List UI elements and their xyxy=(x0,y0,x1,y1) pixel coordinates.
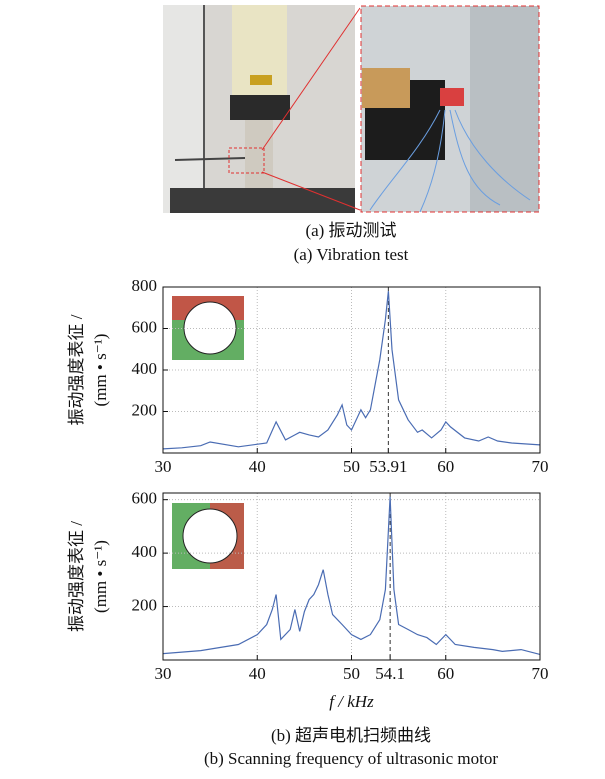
caption: (b) 超声电机扫频曲线 xyxy=(271,726,431,745)
y-tick-label: 200 xyxy=(132,595,158,614)
y-axis-label: 振动强度表征 / xyxy=(67,521,86,632)
x-tick-label: 50 xyxy=(343,457,360,476)
plot-frame xyxy=(162,286,541,454)
x-tick-label: 60 xyxy=(437,664,454,683)
y-axis-label: (mm • s⁻¹) xyxy=(91,334,110,407)
y-tick-label: 800 xyxy=(132,276,158,295)
x-tick-label: 53.91 xyxy=(369,457,407,476)
series-line xyxy=(162,291,541,450)
x-tick-label: 60 xyxy=(437,457,454,476)
y-tick-label: 400 xyxy=(132,359,158,378)
x-tick-label: 70 xyxy=(532,664,549,683)
y-tick-label: 200 xyxy=(132,400,158,419)
y-tick-label: 600 xyxy=(132,489,158,508)
caption: (a) 振动测试 xyxy=(305,221,396,240)
mode-inset xyxy=(172,503,244,569)
x-tick-label: 30 xyxy=(155,457,172,476)
caption: (b) Scanning frequency of ultrasonic mot… xyxy=(204,749,498,768)
x-tick-label: 40 xyxy=(249,457,266,476)
plot-frame xyxy=(162,492,541,661)
y-axis-label: 振动强度表征 / xyxy=(67,314,86,425)
x-tick-label: 54.1 xyxy=(375,664,405,683)
x-tick-label: 50 xyxy=(343,664,360,683)
x-tick-label: 70 xyxy=(532,457,549,476)
photo xyxy=(163,5,540,213)
caption: (a) Vibration test xyxy=(294,245,409,264)
x-tick-label: 30 xyxy=(155,664,172,683)
series-line xyxy=(162,496,541,655)
y-tick-label: 600 xyxy=(132,317,158,336)
x-axis-label: f / kHz xyxy=(329,692,374,711)
y-axis-label: (mm • s⁻¹) xyxy=(91,540,110,613)
y-tick-label: 400 xyxy=(132,542,158,561)
x-tick-label: 40 xyxy=(249,664,266,683)
